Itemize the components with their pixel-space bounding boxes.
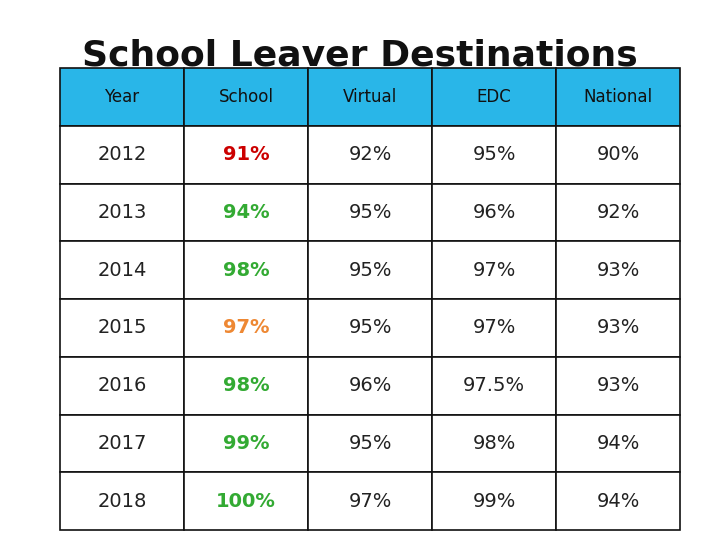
Bar: [432, 299, 556, 357]
Bar: [308, 126, 432, 184]
Text: 98%: 98%: [472, 434, 516, 453]
Bar: [556, 184, 680, 241]
Bar: [60, 299, 184, 357]
Text: Year: Year: [104, 88, 140, 106]
Bar: [432, 184, 556, 241]
Text: 97%: 97%: [222, 319, 269, 338]
Text: School: School: [218, 88, 274, 106]
Bar: [432, 472, 556, 530]
Bar: [60, 126, 184, 184]
Text: 95%: 95%: [348, 261, 392, 280]
Text: 95%: 95%: [348, 203, 392, 222]
Bar: [308, 299, 432, 357]
Text: 92%: 92%: [348, 145, 392, 164]
Text: School Leaver Destinations: School Leaver Destinations: [82, 38, 638, 72]
Text: 2018: 2018: [97, 491, 147, 511]
Bar: [184, 126, 308, 184]
Bar: [308, 68, 432, 126]
Bar: [556, 126, 680, 184]
Bar: [556, 357, 680, 415]
Text: 99%: 99%: [222, 434, 269, 453]
Text: 98%: 98%: [222, 261, 269, 280]
Text: 100%: 100%: [216, 491, 276, 511]
Text: 98%: 98%: [222, 376, 269, 395]
Text: 94%: 94%: [222, 203, 269, 222]
Text: 97%: 97%: [472, 261, 516, 280]
Bar: [60, 241, 184, 299]
Text: 2013: 2013: [97, 203, 147, 222]
Text: 2017: 2017: [97, 434, 147, 453]
Bar: [60, 184, 184, 241]
Bar: [60, 472, 184, 530]
Bar: [184, 68, 308, 126]
Bar: [184, 299, 308, 357]
Bar: [184, 415, 308, 472]
Bar: [556, 68, 680, 126]
Text: 93%: 93%: [596, 261, 639, 280]
Bar: [308, 241, 432, 299]
Bar: [308, 184, 432, 241]
Bar: [556, 241, 680, 299]
Bar: [432, 241, 556, 299]
Bar: [60, 68, 184, 126]
Bar: [432, 357, 556, 415]
Text: Virtual: Virtual: [343, 88, 397, 106]
Text: 94%: 94%: [596, 434, 639, 453]
Bar: [432, 415, 556, 472]
Bar: [308, 357, 432, 415]
Text: 2016: 2016: [97, 376, 147, 395]
Text: 97.5%: 97.5%: [463, 376, 525, 395]
Bar: [432, 68, 556, 126]
Bar: [308, 472, 432, 530]
Text: 99%: 99%: [472, 491, 516, 511]
Text: 96%: 96%: [472, 203, 516, 222]
Text: 95%: 95%: [348, 319, 392, 338]
Text: 91%: 91%: [222, 145, 269, 164]
Bar: [184, 357, 308, 415]
Text: EDC: EDC: [477, 88, 511, 106]
Text: 97%: 97%: [348, 491, 392, 511]
Bar: [556, 415, 680, 472]
Bar: [432, 126, 556, 184]
Bar: [184, 472, 308, 530]
Text: 96%: 96%: [348, 376, 392, 395]
Text: 90%: 90%: [596, 145, 639, 164]
Text: 2014: 2014: [97, 261, 147, 280]
Text: 95%: 95%: [472, 145, 516, 164]
Text: 92%: 92%: [596, 203, 639, 222]
Bar: [184, 241, 308, 299]
Bar: [184, 184, 308, 241]
Text: 93%: 93%: [596, 319, 639, 338]
Text: 2015: 2015: [97, 319, 147, 338]
Text: National: National: [583, 88, 652, 106]
Text: 97%: 97%: [472, 319, 516, 338]
Text: 2012: 2012: [97, 145, 147, 164]
Bar: [60, 357, 184, 415]
Text: 95%: 95%: [348, 434, 392, 453]
Bar: [60, 415, 184, 472]
Text: 94%: 94%: [596, 491, 639, 511]
Bar: [308, 415, 432, 472]
Text: 93%: 93%: [596, 376, 639, 395]
Bar: [556, 299, 680, 357]
Bar: [556, 472, 680, 530]
